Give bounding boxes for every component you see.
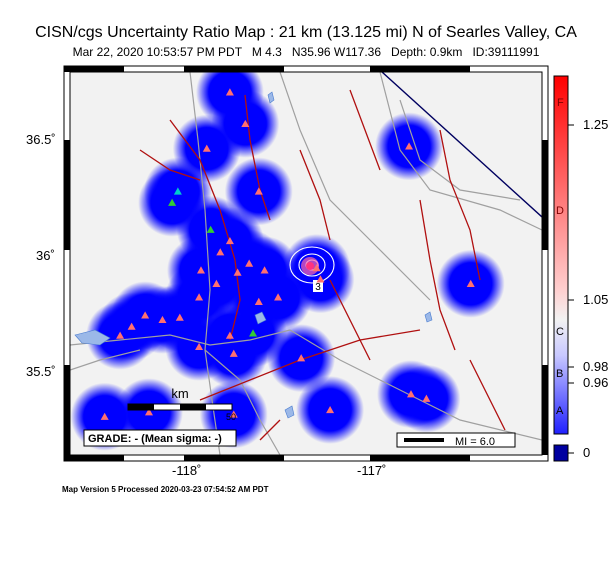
contour-label-box	[313, 280, 323, 292]
station-marker	[312, 264, 321, 272]
event-date: Mar 22, 2020 10:53:57 PM PDT	[72, 45, 242, 59]
station-marker	[195, 293, 204, 301]
colorbar-value: 0.98	[583, 359, 609, 374]
station-marker	[202, 144, 211, 152]
station-marker	[144, 408, 153, 416]
colorbar	[553, 75, 574, 462]
station-marker	[260, 266, 269, 274]
station-marker	[241, 119, 250, 128]
station-marker	[141, 311, 150, 319]
mi-legend-text: MI = 6.0	[455, 436, 495, 448]
colorbar-letter: F	[557, 97, 564, 109]
colorbar-value: 0.96	[583, 375, 609, 390]
station-marker	[225, 88, 234, 96]
scale-bar-unit: km	[171, 386, 188, 401]
map-title: CISN/cgs Uncertainty Ratio Map : 21 km (…	[35, 24, 577, 41]
y-tick-label: 36.5˚	[26, 132, 56, 147]
lakes	[74, 91, 433, 419]
station-marker	[466, 279, 475, 287]
event-id: ID:39111991	[472, 45, 540, 59]
station-marker	[422, 394, 431, 402]
faults	[139, 89, 506, 441]
station-marker	[274, 293, 283, 301]
station-marker	[197, 266, 206, 274]
colorbar-letter: B	[556, 368, 564, 380]
station-marker	[173, 187, 182, 195]
station-marker	[254, 187, 263, 195]
colorbar-low	[553, 444, 569, 462]
station-marker	[116, 331, 125, 339]
station-marker	[316, 275, 325, 283]
station-marker	[406, 390, 415, 398]
contour-label: 3	[315, 282, 321, 293]
colorbar-value: 0	[583, 445, 591, 460]
colorbar-value: 1.05	[583, 292, 609, 307]
station-marker	[229, 349, 238, 357]
station-marker	[249, 329, 258, 337]
station-markers	[100, 88, 475, 420]
event-location: N35.96 W117.36	[291, 45, 382, 59]
event-depth: Depth: 0.9km	[391, 45, 463, 59]
colorbar-letter: C	[556, 326, 564, 338]
scale-bar-value: 50	[226, 412, 236, 422]
station-marker	[225, 236, 234, 245]
colorbar-letter: D	[556, 205, 564, 217]
station-marker	[127, 322, 136, 330]
map-frame	[63, 65, 549, 462]
station-marker	[212, 279, 221, 287]
map-layer: 3	[70, 72, 542, 455]
station-marker	[158, 315, 167, 324]
station-marker	[233, 268, 242, 276]
station-marker	[195, 342, 204, 351]
colorbar-letter: A	[556, 405, 564, 417]
station-marker	[100, 412, 109, 420]
map-subtitle: Mar 22, 2020 10:53:57 PM PDT M 4.3 N35.9…	[0, 45, 612, 59]
state-border	[381, 72, 542, 218]
scale-bar: km 50	[127, 386, 236, 422]
event-magnitude: M 4.3	[251, 45, 282, 59]
mi-legend: MI = 6.0	[396, 432, 516, 448]
station-marker	[206, 225, 215, 233]
map-footer: Map Version 5 Processed 2020-03-23 07:54…	[62, 485, 269, 494]
station-marker	[168, 198, 177, 206]
station-marker	[245, 259, 254, 267]
station-marker	[175, 313, 184, 321]
roads	[70, 72, 542, 455]
grade-box: GRADE: - (Mean sigma: -)	[83, 429, 237, 447]
colorbar-value: 1.25	[583, 117, 609, 132]
x-tick-label: -117˚	[357, 463, 387, 478]
station-marker	[326, 405, 335, 414]
station-marker	[229, 410, 238, 418]
station-marker	[216, 248, 225, 256]
y-tick-label: 35.5˚	[26, 364, 56, 379]
station-marker	[405, 142, 414, 150]
grade-box-text: GRADE: - (Mean sigma: -)	[88, 433, 222, 445]
x-tick-label: -118˚	[172, 463, 202, 478]
y-tick-label: 36˚	[36, 248, 55, 263]
station-marker	[225, 331, 234, 339]
station-marker	[297, 354, 306, 362]
station-marker	[254, 297, 263, 305]
